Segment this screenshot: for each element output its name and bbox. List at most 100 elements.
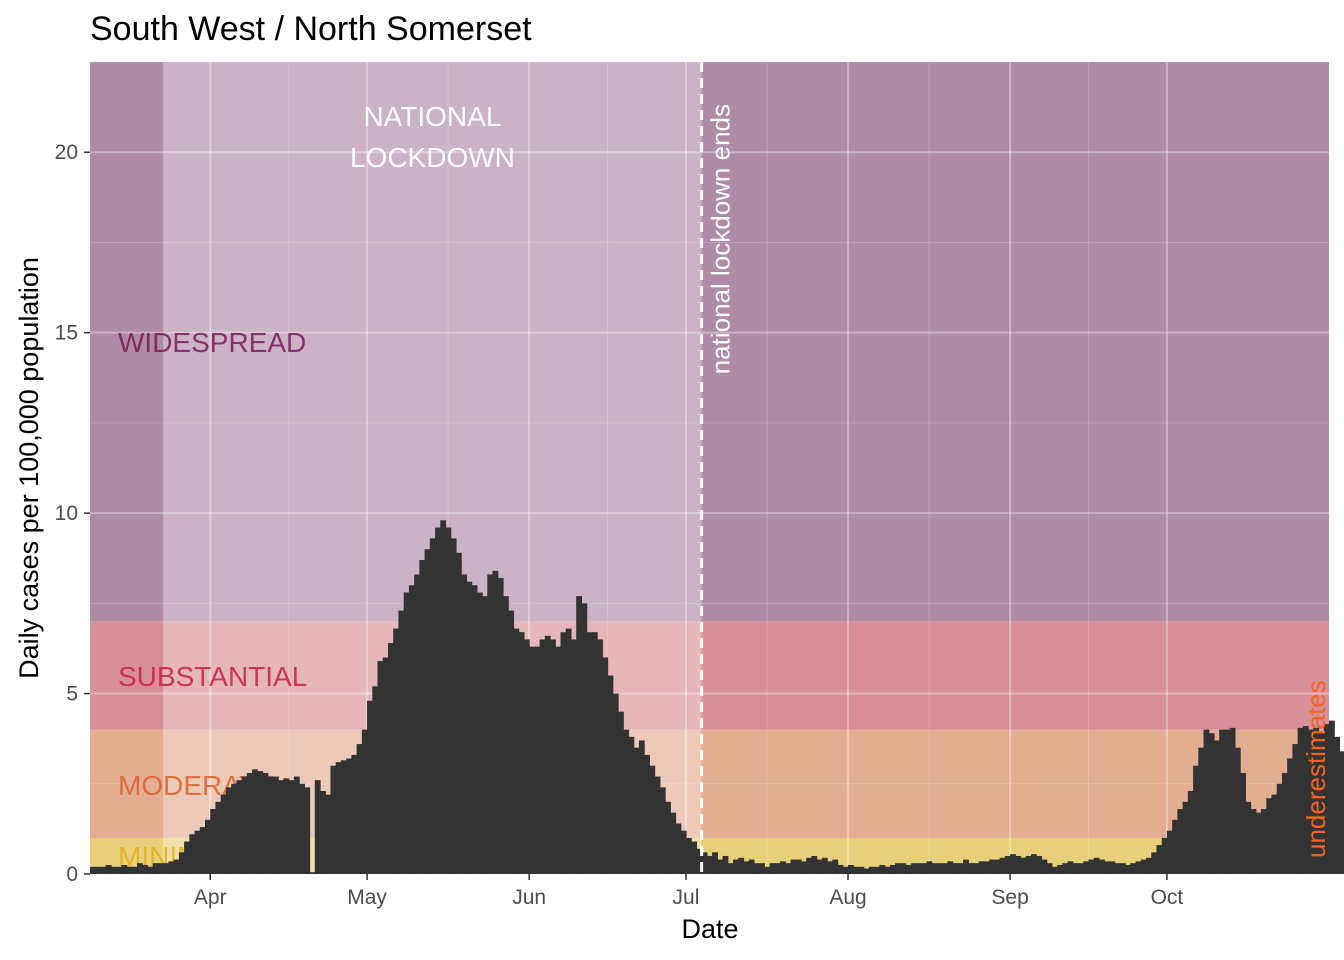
bar (262, 772, 269, 874)
bar (1219, 729, 1226, 874)
bar (607, 675, 614, 874)
bar (497, 578, 504, 874)
bar (1329, 720, 1335, 874)
bar (137, 863, 143, 874)
bar (408, 585, 415, 874)
lockdown-label-line2: LOCKDOWN (350, 142, 515, 173)
bar (1067, 861, 1074, 874)
bar (220, 794, 227, 874)
bar (1172, 819, 1178, 874)
bar (455, 552, 462, 874)
bar (581, 603, 588, 874)
bar (126, 866, 133, 874)
bar (931, 863, 938, 874)
bar (717, 859, 724, 874)
bar (874, 866, 881, 874)
bar (335, 762, 342, 874)
bar (1036, 855, 1043, 874)
bar (691, 841, 698, 874)
bar (1203, 729, 1210, 874)
lockdown-end-label: national lockdown ends (706, 104, 736, 374)
bar (722, 855, 729, 874)
bar (701, 852, 708, 874)
bar (236, 780, 243, 874)
bar (999, 857, 1006, 874)
bar (1140, 859, 1147, 874)
bar (199, 827, 206, 874)
bar (445, 527, 452, 874)
bar (628, 736, 635, 874)
bar (152, 863, 159, 874)
bar (419, 560, 426, 874)
bar (450, 538, 457, 874)
bar (1177, 809, 1184, 874)
bar (1015, 855, 1022, 874)
bar (905, 864, 912, 874)
bar (670, 812, 677, 874)
bar (252, 769, 258, 874)
bar (649, 765, 656, 874)
bar (210, 809, 217, 874)
bar (769, 863, 776, 874)
bar (189, 834, 196, 874)
bar (372, 686, 379, 874)
bar (921, 863, 928, 874)
bar (534, 646, 541, 874)
bar (231, 783, 237, 874)
bar (1088, 859, 1095, 874)
bar (644, 754, 650, 874)
band-substantial (90, 621, 1329, 730)
bar (654, 776, 661, 874)
bar (90, 866, 96, 874)
x-tick-label: Oct (1151, 886, 1184, 909)
bar (821, 857, 828, 874)
bar (482, 596, 488, 874)
bar (1250, 809, 1257, 874)
bar (178, 852, 185, 874)
bar (1276, 783, 1283, 874)
x-tick-label: May (347, 886, 387, 909)
bar (1224, 729, 1231, 874)
bar (1318, 733, 1325, 874)
bar (900, 863, 907, 874)
bar (225, 787, 232, 874)
bar (665, 801, 671, 874)
bar (1078, 863, 1084, 874)
bar (759, 863, 765, 874)
bar (95, 866, 102, 874)
bar (780, 861, 786, 874)
bar (983, 861, 990, 874)
bar (1156, 845, 1163, 874)
bar (973, 863, 980, 874)
bar (602, 657, 609, 874)
bar (978, 861, 985, 874)
bar (895, 863, 901, 874)
bar (1093, 857, 1100, 874)
bar (325, 794, 332, 874)
y-tick-label: 10 (55, 502, 78, 525)
bar (863, 868, 870, 874)
bar (241, 776, 248, 874)
bar (868, 866, 875, 874)
bar (738, 857, 745, 874)
x-axis-title: Date (681, 914, 738, 944)
underestimates-label: underestimates (1301, 680, 1331, 858)
bar (288, 780, 295, 874)
bar (1051, 866, 1058, 874)
bar (586, 632, 593, 874)
bar (105, 864, 112, 874)
bar (848, 864, 854, 874)
bar (1266, 798, 1273, 874)
bar (299, 783, 305, 874)
bar (555, 646, 562, 874)
bar (1208, 733, 1215, 874)
bar (858, 866, 865, 874)
bar (910, 863, 917, 874)
bar (565, 628, 572, 874)
bar (1292, 744, 1299, 874)
bar (283, 778, 290, 874)
bar (1072, 863, 1079, 874)
bar (1281, 772, 1288, 874)
bar (1119, 863, 1126, 874)
